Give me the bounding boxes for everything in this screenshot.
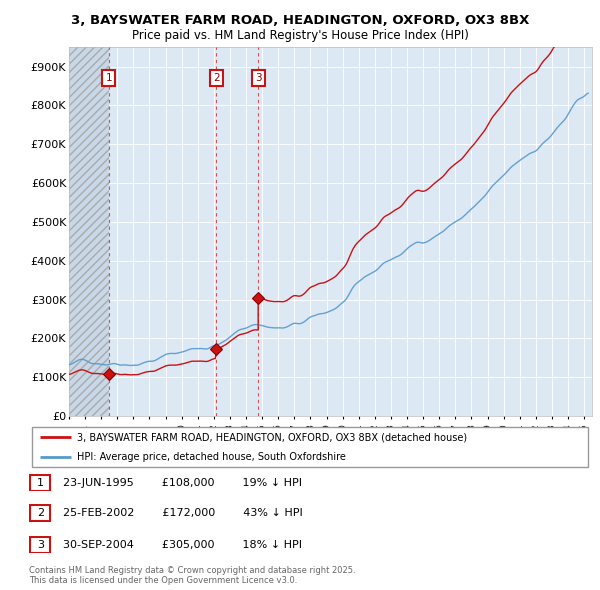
- Text: 1: 1: [37, 478, 44, 487]
- Text: 3, BAYSWATER FARM ROAD, HEADINGTON, OXFORD, OX3 8BX (detached house): 3, BAYSWATER FARM ROAD, HEADINGTON, OXFO…: [77, 432, 467, 442]
- Text: 2: 2: [213, 73, 220, 83]
- Text: 3, BAYSWATER FARM ROAD, HEADINGTON, OXFORD, OX3 8BX: 3, BAYSWATER FARM ROAD, HEADINGTON, OXFO…: [71, 14, 529, 27]
- Text: HPI: Average price, detached house, South Oxfordshire: HPI: Average price, detached house, Sout…: [77, 452, 346, 461]
- Text: 3: 3: [255, 73, 262, 83]
- Text: 1: 1: [106, 73, 112, 83]
- Text: 2: 2: [37, 509, 44, 518]
- Text: Price paid vs. HM Land Registry's House Price Index (HPI): Price paid vs. HM Land Registry's House …: [131, 30, 469, 42]
- Text: 3: 3: [37, 540, 44, 549]
- Text: Contains HM Land Registry data © Crown copyright and database right 2025.
This d: Contains HM Land Registry data © Crown c…: [29, 566, 355, 585]
- Text: 30-SEP-2004        £305,000        18% ↓ HPI: 30-SEP-2004 £305,000 18% ↓ HPI: [63, 540, 302, 549]
- Text: 25-FEB-2002        £172,000        43% ↓ HPI: 25-FEB-2002 £172,000 43% ↓ HPI: [63, 509, 303, 518]
- Bar: [69, 47, 109, 416]
- Text: 23-JUN-1995        £108,000        19% ↓ HPI: 23-JUN-1995 £108,000 19% ↓ HPI: [63, 478, 302, 487]
